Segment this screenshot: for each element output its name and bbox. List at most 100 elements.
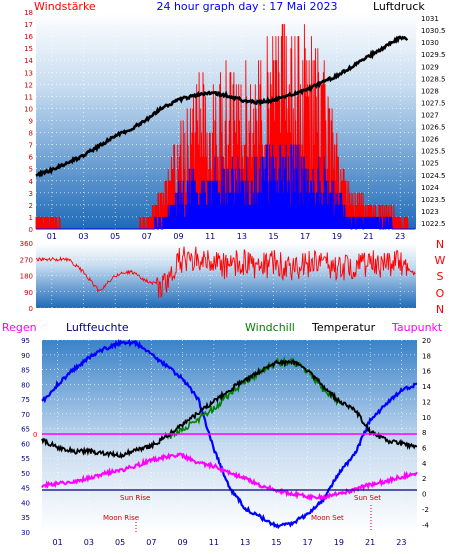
x-tick-label: 07	[146, 538, 156, 547]
y-tick-label: 90	[24, 289, 33, 297]
x-tick-label: 03	[78, 232, 88, 241]
y-tick-label: 180	[20, 273, 33, 281]
sun-rise-label: Sun Rise	[120, 494, 150, 502]
mid-series	[35, 246, 416, 298]
humidity-axis-ticks: 30 35 40 45 50 55 60 65 70 75 80 85 90 95	[21, 337, 30, 537]
y-tick-label: 45	[21, 485, 30, 493]
y-tick-label: 17	[24, 21, 33, 29]
y-tick-label: 14	[24, 57, 33, 65]
y-tick-label: 360	[20, 240, 33, 248]
y-tick-label: 40	[21, 499, 30, 507]
pressure-series	[35, 35, 409, 178]
y-tick-label: -2	[422, 506, 429, 514]
y-tick-label: 60	[21, 440, 30, 448]
y-tick-label: 80	[21, 381, 30, 389]
y-tick-label: 12	[24, 81, 33, 89]
y-tick-label: 75	[21, 396, 30, 404]
x-tick-label: 17	[300, 232, 310, 241]
y-tick-label: 5	[29, 166, 33, 174]
x-tick-label: 01	[53, 538, 63, 547]
x-tick-label: 13	[237, 232, 247, 241]
y-tick-label: 10	[422, 414, 431, 422]
x-tick-label: 19	[332, 232, 342, 241]
y-tick-label: 1023	[421, 208, 439, 216]
bottom-x-axis-ticks: 01 03 05 07 09 11 13 15 17 19 21 23	[53, 538, 407, 547]
y-tick-label: 1031	[421, 15, 439, 23]
y-tick-label: 1025	[421, 160, 439, 168]
y-tick-label: 6	[422, 445, 427, 453]
y-tick-label: 0	[422, 491, 426, 499]
humidity-series	[41, 338, 418, 530]
y-tick-label: 4	[29, 178, 34, 186]
y-tick-label: 12	[422, 398, 431, 406]
temperature-label: Temperatur	[311, 321, 376, 334]
y-tick-label: 0	[29, 226, 33, 234]
pressure-label: Luftdruck	[373, 0, 425, 13]
y-tick-label: 1025.5	[421, 148, 446, 156]
temperature-axis-ticks: -4 -2 0 2 4 6 8 10 12 14 16 18 20	[422, 337, 431, 529]
y-tick-label: 18	[422, 352, 431, 360]
zero-marker: 0	[33, 431, 37, 439]
x-tick-label: 19	[334, 538, 344, 547]
x-tick-label: 09	[178, 538, 188, 547]
y-tick-label: 11	[24, 93, 33, 101]
y-tick-label: 4	[422, 460, 427, 468]
y-tick-label: 8	[29, 130, 33, 138]
y-tick-label: 1029	[421, 63, 439, 71]
y-tick-label: 1030.5	[421, 27, 446, 35]
y-tick-label: 14	[422, 383, 431, 391]
windchill-label: Windchill	[245, 321, 295, 334]
x-tick-label: 13	[240, 538, 250, 547]
moon-rise-label: Moon Rise	[103, 514, 139, 522]
y-tick-label: 16	[24, 33, 33, 41]
y-tick-label: 70	[21, 411, 30, 419]
y-tick-label: 3	[29, 190, 33, 198]
y-tick-label: 1023.5	[421, 196, 446, 204]
y-tick-label: 1028.5	[421, 75, 446, 83]
y-tick-label: 1027.5	[421, 99, 446, 107]
dewpoint-label: Taupunkt	[391, 321, 443, 334]
x-tick-label: 15	[268, 232, 278, 241]
y-tick-label: 1028	[421, 87, 439, 95]
bottom-series	[41, 338, 418, 530]
y-tick-label: 7	[29, 142, 33, 150]
y-tick-label: 1026.5	[421, 124, 446, 132]
y-tick-label: 95	[21, 337, 30, 345]
top-x-axis-ticks: 01 03 05 07 09 11 13 15 17 19 21 23	[47, 232, 406, 241]
y-tick-label: 18	[24, 9, 33, 17]
y-tick-label: 10	[24, 105, 33, 113]
y-tick-label: 1026	[421, 136, 439, 144]
compass-o: O	[436, 287, 445, 300]
compass-w: W	[435, 254, 446, 267]
y-tick-label: 270	[20, 256, 33, 264]
plot-top-grid	[36, 11, 416, 230]
compass-s: S	[437, 270, 444, 283]
compass-n-bottom: N	[436, 303, 444, 316]
y-tick-label: 85	[21, 367, 30, 375]
x-tick-label: 05	[115, 538, 125, 547]
y-tick-label: 6	[29, 154, 34, 162]
temperature-series	[41, 358, 418, 459]
y-tick-label: 55	[21, 455, 30, 463]
humidity-label: Luftfeuchte	[66, 321, 129, 334]
y-tick-label: 13	[24, 69, 33, 77]
x-tick-label: 01	[47, 232, 57, 241]
wind-speed-label: Windstärke	[34, 0, 96, 13]
moon-set-label: Moon Set	[311, 514, 344, 522]
rain-label: Regen	[2, 321, 37, 334]
x-tick-label: 09	[173, 232, 183, 241]
y-tick-label: 90	[21, 352, 30, 360]
y-tick-label: -4	[422, 521, 430, 529]
y-tick-label: 65	[21, 426, 30, 434]
y-tick-label: 20	[422, 337, 431, 345]
y-tick-label: 30	[21, 529, 30, 537]
x-tick-label: 11	[205, 232, 215, 241]
top-series	[35, 24, 416, 230]
y-tick-label: 1024.5	[421, 172, 446, 180]
y-tick-label: 1027	[421, 111, 439, 119]
x-tick-label: 11	[209, 538, 219, 547]
y-tick-label: 1024	[421, 184, 439, 192]
x-tick-label: 03	[84, 538, 94, 547]
y-tick-label: 0	[29, 305, 33, 313]
